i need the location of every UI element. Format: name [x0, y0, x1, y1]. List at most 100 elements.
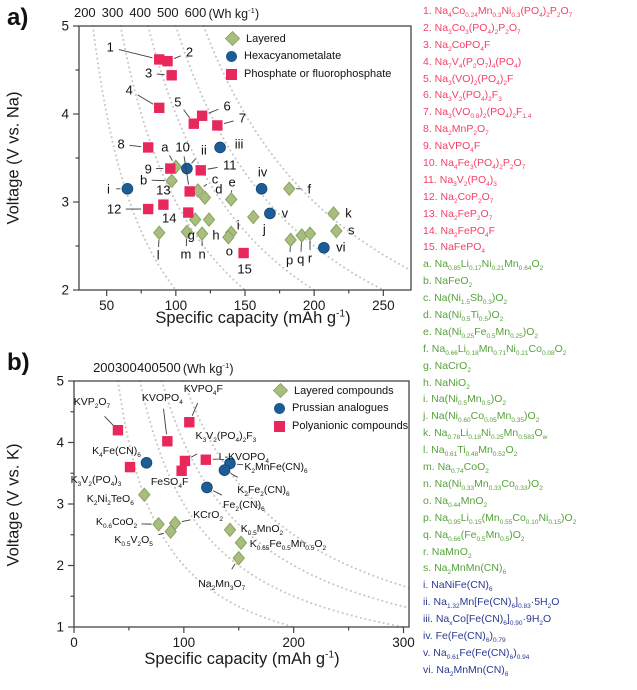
legend-label: Polyanionic compounds: [292, 420, 409, 432]
legend-label: Layered: [246, 32, 286, 45]
leader-line: [231, 563, 236, 570]
leader-line: [212, 490, 223, 496]
energy-contour: [116, 380, 295, 628]
data-point-label: 11: [222, 157, 237, 173]
energy-axis-unit: (Wh kg-1): [208, 6, 260, 22]
data-point-label: v: [281, 205, 289, 221]
compound-list-item: 6. Na3V2(PO4)2F3: [423, 89, 502, 104]
x-tick-label: 0: [70, 635, 78, 650]
compound-list-item: vi. Na2MnMn(CN)6: [423, 663, 509, 678]
compound-list-item: 11. Na3V2(PO4)3: [423, 173, 497, 188]
data-point-diamond: [234, 535, 248, 551]
data-point-square: [142, 203, 154, 215]
compound-list-item: 1. Na4Co0.24Mn0.3Ni0.3(PO4)2P2O7: [423, 5, 573, 20]
data-point-label: l: [156, 247, 160, 263]
data-point-diamond: [223, 522, 237, 538]
data-point-square: [179, 455, 191, 467]
compound-list-item: o. Na0.44MnO2: [423, 494, 488, 509]
x-tick-label: 250: [372, 298, 395, 313]
compound-list-phosphates: 1. Na4Co0.24Mn0.3Ni0.3(PO4)2P2O7 2. Na3Co…: [423, 3, 635, 256]
leader-line: [230, 473, 238, 478]
data-point-square: [183, 207, 194, 218]
compound-list-layered: a. Na0.85Li0.17Ni0.21Mn0.64O2 b. NaFeO2 c.…: [423, 256, 635, 577]
data-point-diamond: [180, 224, 194, 240]
data-point-label: 7: [238, 110, 246, 126]
data-point-label: s: [348, 222, 355, 238]
compound-list-hexacyanometalates: i. NaNiFe(CN)6 ii. Na1.32Mn[Fe(CN)6]0.83·…: [423, 577, 635, 678]
leader-line: [236, 463, 244, 466]
energy-axis-label: 400: [129, 5, 151, 20]
y-tick-label: 3: [56, 497, 64, 512]
y-tick-label: 2: [61, 283, 69, 298]
data-point-diamond: [165, 173, 178, 189]
compound-list-item: n. Na(Ni0.33Mn0.33Co0.33)O2: [423, 477, 543, 493]
data-point-label: q: [297, 251, 305, 267]
data-point-label: KVOPO4: [141, 392, 183, 407]
leader-line: [156, 73, 165, 76]
data-point-label: 3: [145, 65, 153, 81]
panel-a-chart: a) Voltage (V vs. Na) Specific capacity …: [0, 0, 420, 345]
data-point-square: [184, 186, 195, 197]
legend-label: Prussian analogues: [292, 402, 389, 414]
data-point-circle: [214, 141, 226, 154]
circle-legend-marker-icon: [274, 402, 285, 414]
data-point-label: a: [161, 139, 169, 155]
data-point-label: iv: [257, 164, 268, 180]
compound-list-item: b. NaFeO2: [423, 275, 473, 290]
data-point-label: b: [140, 172, 148, 188]
data-point-square: [238, 247, 249, 259]
data-point-diamond: [224, 191, 238, 207]
energy-axis-label: 300: [102, 5, 124, 20]
energy-axis-label: 300: [115, 360, 137, 375]
compound-list-item: d. Na(Ni0.5Ti0.5)O2: [423, 309, 504, 324]
x-tick-label: 200: [282, 635, 305, 650]
compound-list-item: g. NaCrO2: [423, 359, 471, 374]
data-point-label: Fe2(CN)6: [223, 499, 265, 514]
energy-axis-label: 400: [137, 360, 159, 375]
data-point-square: [142, 142, 154, 153]
compound-list-item: 4. Na7V4(P2O7)4(PO4): [423, 55, 522, 70]
y-tick-label: 5: [56, 374, 64, 389]
leader-line: [173, 55, 181, 59]
leader-line: [129, 144, 142, 148]
square-legend-marker-icon: [226, 68, 237, 80]
data-point-label: K4Fe(CN)6: [92, 444, 141, 459]
data-point-diamond: [247, 209, 260, 225]
data-point-square: [154, 54, 165, 65]
data-point-label: 5: [174, 94, 182, 110]
compound-list-item: i. NaNiFe(CN)6: [423, 579, 493, 594]
data-point-label: f: [307, 181, 312, 197]
energy-axis-label: 500: [159, 360, 181, 375]
data-point-diamond: [152, 516, 165, 532]
data-point-square: [176, 465, 187, 476]
compound-list-item: p. Na0.95Li0.15(Mn0.55Co0.10Ni0.15)O2: [423, 511, 577, 526]
x-tick-label: 150: [234, 298, 257, 313]
data-point-label: KVPO4F: [183, 383, 223, 398]
compound-list-item: i. Na(Ni0.5Mn0.5)O2: [423, 393, 506, 408]
data-point-label: K0.5V2O5: [114, 533, 153, 548]
data-point-label: ii: [201, 142, 207, 158]
data-point-label: p: [286, 252, 294, 268]
data-point-label: i: [106, 181, 110, 197]
data-point-circle: [318, 241, 330, 254]
compound-list-item: 8. Na2MnP2O7: [423, 123, 489, 138]
leader-line: [158, 532, 164, 536]
data-point-label: 6: [223, 98, 231, 114]
data-point-square: [188, 118, 200, 129]
data-point-label: 13: [156, 182, 171, 198]
x-tick-label: 50: [99, 298, 114, 313]
data-point-diamond: [198, 190, 212, 205]
data-point-label: K2Fe2(CN)6: [237, 484, 290, 499]
data-point-circle: [255, 183, 268, 195]
y-tick-label: 1: [56, 620, 64, 635]
compound-legend-list: 1. Na4Co0.24Mn0.3Ni0.3(PO4)2P2O7 2. Na3Co…: [423, 3, 635, 679]
compound-list-item: 9. NaVPO4F: [423, 140, 481, 155]
legend-item: Phosphate or fluorophosphate: [226, 68, 391, 80]
compound-list-item: iv. Fe(Fe(CN)6)0.79: [423, 629, 506, 645]
data-point-square: [184, 417, 195, 428]
data-point-label: FeSO4F: [150, 475, 189, 490]
compound-list-item: 7. Na3(VO0.8)2(PO4)2F1.4: [423, 106, 532, 121]
data-point-label: K3V2(PO4)3: [70, 474, 122, 489]
data-point-square: [212, 120, 223, 131]
